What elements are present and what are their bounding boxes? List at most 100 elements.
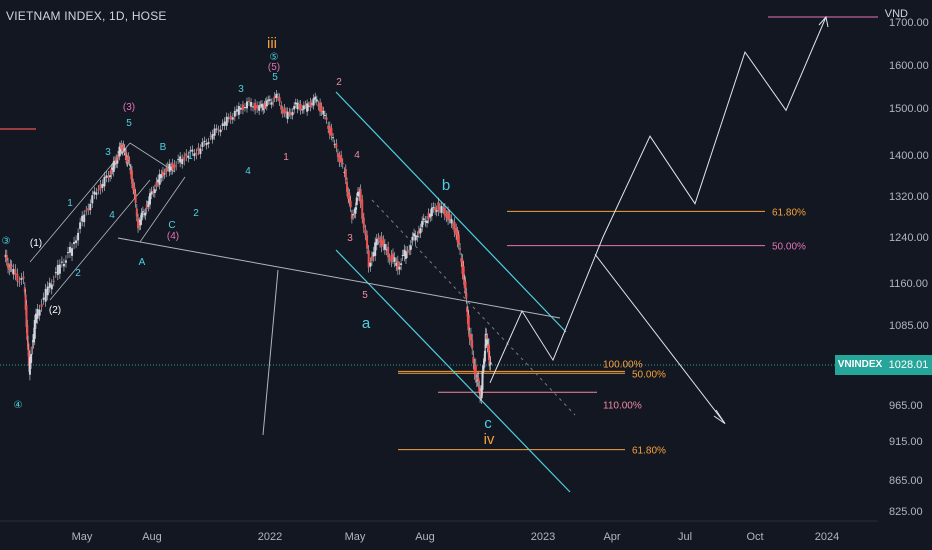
candle-body	[353, 213, 356, 215]
candle-body	[207, 142, 210, 144]
candle-body	[170, 166, 173, 171]
x-tick-label: Oct	[746, 531, 763, 543]
candle-body	[259, 104, 262, 106]
channel-mid	[371, 199, 576, 416]
candle-body	[471, 340, 474, 349]
candle-body	[215, 128, 218, 130]
candle-body	[66, 252, 69, 254]
candle-body	[330, 128, 333, 136]
candle-body	[413, 233, 416, 237]
candle-body	[140, 212, 143, 221]
wave-label: C	[168, 220, 175, 231]
fib-level-label: 50.00%	[632, 369, 666, 380]
candle-body	[64, 260, 67, 263]
candle-body	[227, 117, 230, 119]
wave-channel-line	[129, 142, 176, 173]
candle-body	[87, 208, 90, 211]
candle-body	[155, 181, 158, 187]
candle-body	[217, 129, 220, 132]
candle-body	[387, 246, 390, 258]
candle-body	[361, 199, 364, 219]
candle-body	[110, 168, 113, 175]
candle-body	[33, 319, 36, 339]
candle-body	[137, 218, 140, 229]
candle-body	[461, 259, 464, 274]
candle-body	[197, 147, 200, 151]
candle-body	[262, 107, 265, 111]
candle-body	[310, 103, 313, 105]
candle-body	[460, 258, 463, 262]
candle-body	[40, 304, 43, 307]
candle-body	[105, 175, 108, 178]
candle-body	[417, 230, 420, 234]
wave-label: (5)	[268, 62, 280, 73]
candle-body	[481, 371, 484, 390]
candle-body	[383, 244, 386, 250]
candle-body	[346, 182, 349, 192]
candle-body	[125, 151, 128, 159]
candle-body	[288, 111, 291, 113]
candle-body	[250, 102, 253, 107]
candle-body	[473, 364, 476, 375]
candle-body	[191, 149, 194, 152]
candle-body	[62, 263, 65, 267]
candle-body	[369, 262, 372, 267]
candle-body	[12, 268, 15, 275]
wave-label: B	[160, 142, 167, 153]
candle-body	[148, 193, 151, 205]
candle-body	[434, 207, 437, 211]
candle-body	[335, 143, 338, 149]
candle-body	[265, 100, 268, 107]
candle-body	[374, 242, 377, 256]
wave-label: 2	[336, 77, 342, 88]
wave-label: 5	[272, 72, 278, 83]
candle-body	[14, 269, 17, 276]
candle-body	[437, 202, 440, 212]
candle-body	[451, 224, 454, 226]
candle-body	[229, 115, 232, 120]
candle-body	[97, 189, 100, 191]
candle-body	[241, 104, 244, 111]
candle-body	[299, 103, 302, 111]
candle-body	[323, 114, 326, 116]
currency-unit: VND	[884, 8, 908, 20]
candle-body	[312, 98, 315, 106]
candle-body	[239, 107, 242, 110]
candle-body	[248, 100, 251, 103]
candle-body	[457, 234, 460, 245]
candle-body	[166, 166, 169, 168]
x-tick-label: Jul	[678, 531, 692, 543]
candle-body	[435, 210, 438, 212]
candle-body	[379, 240, 382, 243]
candle-body	[327, 125, 330, 129]
candle-body	[419, 228, 422, 234]
wave-label: 5	[126, 118, 132, 129]
candle-body	[480, 385, 483, 399]
candle-body	[406, 251, 409, 253]
candle-body	[181, 159, 184, 165]
candle-body	[438, 207, 441, 209]
candle-body	[38, 309, 41, 316]
symbol-tag: VNINDEX	[835, 355, 885, 375]
wave-label: A	[139, 257, 146, 268]
candle-body	[390, 255, 393, 263]
candle-body	[50, 284, 53, 290]
candle-body	[272, 101, 275, 103]
candle-body	[442, 209, 445, 211]
candle-body	[309, 101, 312, 108]
candle-body	[427, 212, 430, 219]
candle-body	[467, 314, 470, 331]
wave-label: 3	[238, 84, 244, 95]
candle-body	[459, 248, 462, 250]
fib-level-label: 61.80%	[772, 207, 806, 218]
candle-body	[161, 171, 164, 177]
candle-body	[356, 191, 359, 197]
candle-body	[450, 218, 453, 224]
candle-body	[256, 105, 259, 109]
candle-body	[268, 99, 271, 101]
candle-body	[16, 273, 19, 282]
candle-body	[278, 97, 281, 103]
candle-body	[8, 268, 11, 271]
candle-body	[393, 257, 396, 262]
